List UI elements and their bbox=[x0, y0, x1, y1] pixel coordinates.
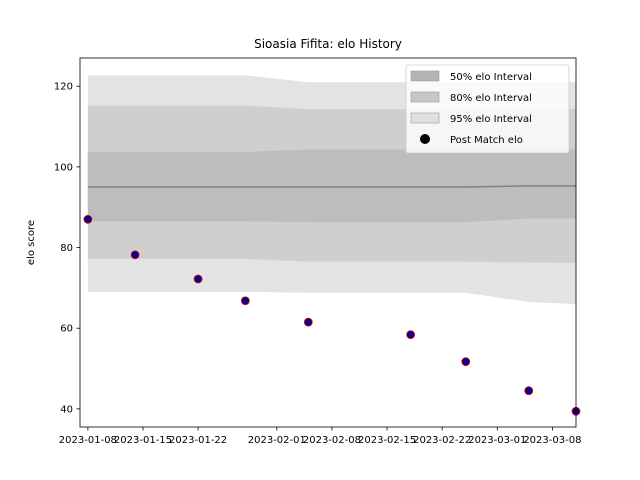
y-tick-label: 120 bbox=[54, 82, 73, 93]
x-tick-label: 2023-02-22 bbox=[413, 435, 471, 446]
legend-label: Post Match elo bbox=[450, 135, 523, 146]
post-match-point bbox=[461, 357, 471, 367]
post-match-point bbox=[524, 386, 534, 396]
y-tick-label: 60 bbox=[60, 324, 73, 335]
y-tick-label: 100 bbox=[54, 162, 73, 173]
post-match-point bbox=[130, 250, 140, 260]
legend-marker bbox=[420, 134, 430, 144]
legend-swatch bbox=[410, 112, 440, 124]
post-match-point bbox=[193, 274, 203, 284]
post-match-point bbox=[303, 317, 313, 327]
x-tick-label: 2023-02-01 bbox=[248, 435, 306, 446]
legend: 50% elo Interval 80% elo Interval 95% elo … bbox=[405, 64, 570, 154]
axes-frame bbox=[79, 57, 577, 428]
legend-label: 80% elo Interval bbox=[450, 93, 532, 104]
legend-label: 50% elo Interval bbox=[450, 72, 532, 83]
expected-elo-line bbox=[87, 185, 576, 188]
y-tick-label: 80 bbox=[60, 243, 73, 254]
y-axis-ticks: 40 60 80 100 120 bbox=[54, 82, 80, 415]
post-match-point bbox=[240, 296, 250, 306]
x-tick-label: 2023-01-15 bbox=[114, 435, 172, 446]
chart-title: Sioasia Fifita: elo History bbox=[254, 37, 402, 51]
legend-swatch bbox=[410, 91, 440, 103]
post-match-point bbox=[83, 214, 93, 224]
legend-label: 95% elo Interval bbox=[450, 114, 532, 125]
x-tick-label: 2023-01-22 bbox=[169, 435, 227, 446]
x-tick-label: 2023-01-08 bbox=[59, 435, 117, 446]
x-tick-label: 2023-03-08 bbox=[523, 435, 581, 446]
legend-swatch bbox=[410, 70, 440, 82]
y-tick-label: 40 bbox=[60, 404, 73, 415]
x-tick-label: 2023-02-15 bbox=[358, 435, 416, 446]
y-axis-label: elo score bbox=[26, 220, 37, 265]
legend-box bbox=[405, 64, 570, 154]
post-match-point bbox=[406, 330, 416, 340]
x-tick-label: 2023-02-08 bbox=[303, 435, 361, 446]
interval-band-3 bbox=[87, 149, 576, 223]
x-tick-label: 2023-03-01 bbox=[468, 435, 526, 446]
